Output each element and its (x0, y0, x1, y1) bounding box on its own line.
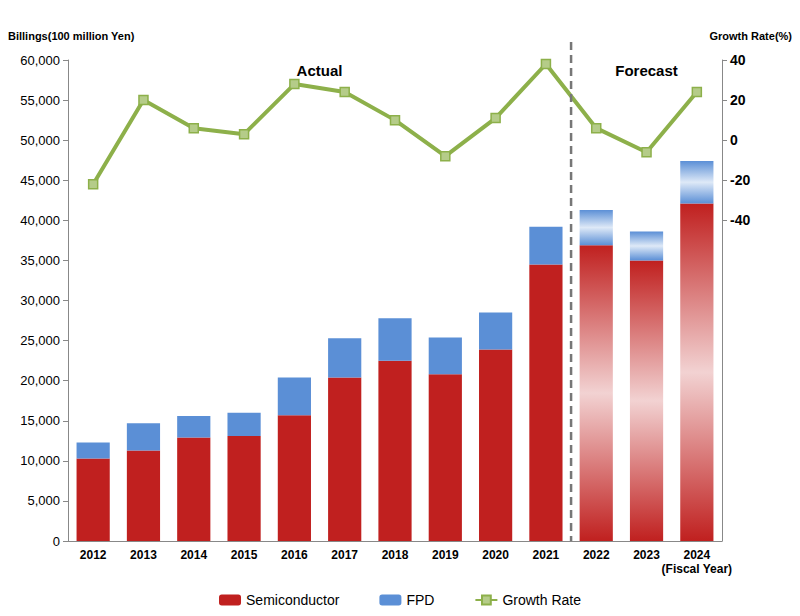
svg-text:2019: 2019 (432, 548, 459, 562)
svg-text:Growth Rate(%): Growth Rate(%) (710, 30, 793, 42)
svg-text:2020: 2020 (482, 548, 509, 562)
svg-text:2012: 2012 (80, 548, 107, 562)
svg-text:2014: 2014 (180, 548, 207, 562)
svg-text:10,000: 10,000 (20, 453, 60, 468)
svg-text:-20: -20 (730, 172, 750, 188)
svg-text:2023: 2023 (633, 548, 660, 562)
svg-text:2021: 2021 (533, 548, 560, 562)
svg-text:15,000: 15,000 (20, 413, 60, 428)
svg-text:20,000: 20,000 (20, 373, 60, 388)
svg-text:2024: 2024 (683, 548, 710, 562)
svg-text:2018: 2018 (382, 548, 409, 562)
svg-text:Actual: Actual (297, 62, 343, 79)
svg-text:2013: 2013 (130, 548, 157, 562)
svg-text:50,000: 50,000 (20, 133, 60, 148)
svg-text:2016: 2016 (281, 548, 308, 562)
svg-text:55,000: 55,000 (20, 93, 60, 108)
svg-text:20: 20 (730, 92, 746, 108)
svg-text:2017: 2017 (331, 548, 358, 562)
svg-text:25,000: 25,000 (20, 333, 60, 348)
svg-text:30,000: 30,000 (20, 293, 60, 308)
svg-text:0: 0 (53, 534, 60, 549)
svg-text:FPD: FPD (406, 592, 434, 608)
svg-text:60,000: 60,000 (20, 53, 60, 68)
svg-text:Billings(100 million Yen): Billings(100 million Yen) (8, 30, 135, 42)
svg-text:(Fiscal Year): (Fiscal Year) (662, 562, 733, 576)
svg-text:Semiconductor: Semiconductor (246, 592, 340, 608)
svg-text:35,000: 35,000 (20, 253, 60, 268)
svg-text:-40: -40 (730, 212, 750, 228)
svg-text:0: 0 (730, 132, 738, 148)
svg-text:2015: 2015 (231, 548, 258, 562)
svg-text:Growth Rate: Growth Rate (502, 592, 581, 608)
svg-text:5,000: 5,000 (27, 493, 60, 508)
svg-text:40: 40 (730, 52, 746, 68)
svg-text:45,000: 45,000 (20, 173, 60, 188)
svg-text:2022: 2022 (583, 548, 610, 562)
svg-text:Forecast: Forecast (615, 62, 678, 79)
svg-text:40,000: 40,000 (20, 213, 60, 228)
